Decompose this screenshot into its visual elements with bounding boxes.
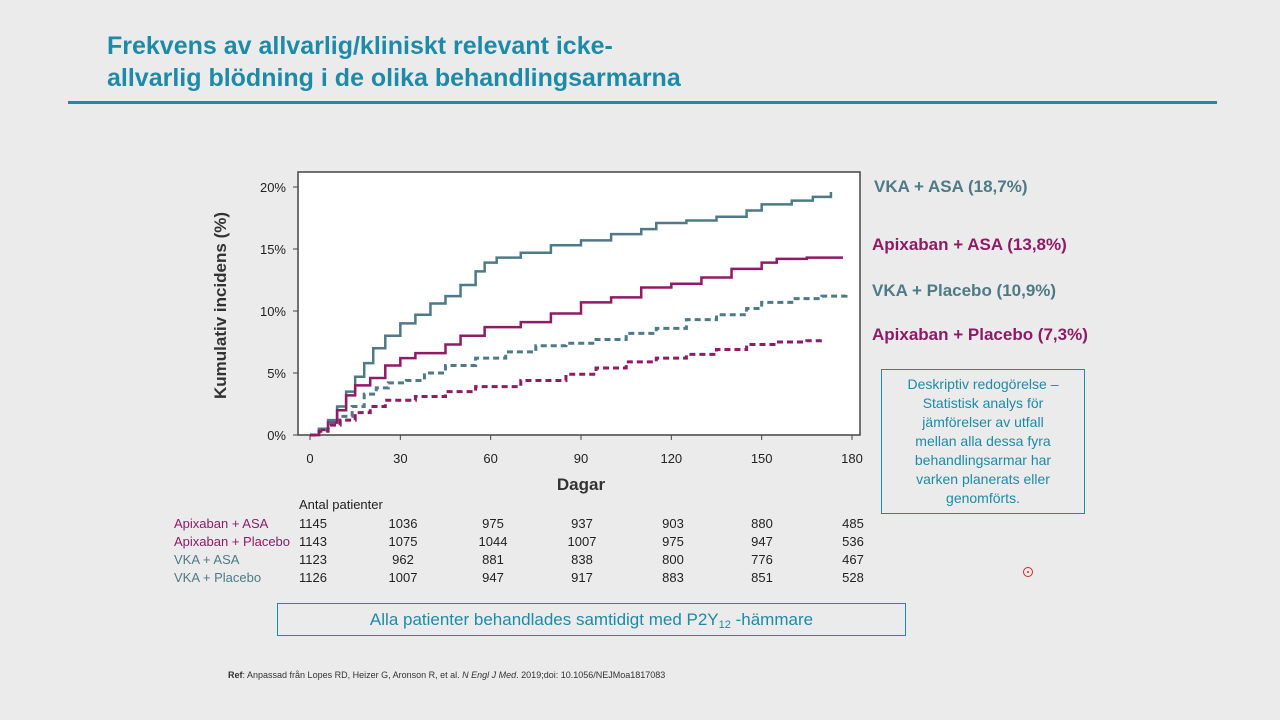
risk-cell: 1075 bbox=[388, 534, 418, 549]
reference-rest: . 2019;doi: 10.1056/NEJMoa1817083 bbox=[516, 670, 666, 680]
risk-row-label: VKA + Placebo bbox=[174, 570, 262, 585]
x-tick-label: 0 bbox=[306, 451, 313, 466]
note-line: behandlingsarmar har bbox=[914, 452, 1052, 468]
risk-cell: 485 bbox=[842, 516, 864, 531]
series-line bbox=[310, 256, 843, 437]
legend-entry: Apixaban + Placebo (7,3%) bbox=[872, 325, 1088, 344]
legend-entry: Apixaban + ASA (13,8%) bbox=[872, 235, 1067, 254]
legend-entry: VKA + Placebo (10,9%) bbox=[872, 281, 1057, 300]
risk-cell: 880 bbox=[751, 516, 773, 531]
x-tick-label: 120 bbox=[660, 451, 682, 466]
risk-row-label: Apixaban + ASA bbox=[174, 516, 269, 531]
risk-cell: 1123 bbox=[299, 552, 327, 567]
risk-cell: 1007 bbox=[388, 570, 418, 585]
p2y12-subscript: 12 bbox=[718, 619, 731, 631]
note-line: varken planerats eller bbox=[916, 471, 1050, 487]
note-line: jämförelser av utfall bbox=[922, 414, 1044, 430]
risk-cell: 903 bbox=[662, 516, 684, 531]
risk-cell: 881 bbox=[482, 552, 504, 567]
x-tick-label: 60 bbox=[483, 451, 497, 466]
series-line bbox=[310, 293, 848, 437]
risk-cell: 883 bbox=[662, 570, 684, 585]
pointer-cursor-icon bbox=[1023, 567, 1033, 577]
risk-cell: 947 bbox=[482, 570, 504, 585]
x-tick-label: 150 bbox=[751, 451, 773, 466]
x-axis-label: Dagar bbox=[557, 475, 606, 494]
risk-cell: 962 bbox=[392, 552, 414, 567]
risk-cell: 1044 bbox=[478, 534, 508, 549]
reference-journal: N Engl J Med bbox=[462, 670, 517, 680]
plot-area bbox=[297, 171, 861, 436]
reference-label: Ref bbox=[228, 670, 243, 680]
x-tick-label: 180 bbox=[841, 451, 863, 466]
slide-title-line-2: allvarlig blödning i de olika behandling… bbox=[107, 64, 681, 92]
x-tick-label: 90 bbox=[574, 451, 588, 466]
p2y12-note-text: Alla patienter behandlades samtidigt med… bbox=[369, 610, 719, 629]
slide-title-line-1: Frekvens av allvarlig/kliniskt relevant … bbox=[107, 32, 613, 60]
y-tick-label: 15% bbox=[260, 242, 286, 257]
reference-footnote: Ref: Anpassad från Lopes RD, Heizer G, A… bbox=[228, 670, 665, 680]
y-tick-label: 5% bbox=[267, 366, 286, 381]
note-line: Statistisk analys för bbox=[922, 395, 1044, 411]
x-tick-label: 30 bbox=[393, 451, 407, 466]
risk-cell: 975 bbox=[482, 516, 504, 531]
y-axis-label: Kumulativ incidens (%) bbox=[211, 212, 230, 399]
title-divider bbox=[68, 101, 1217, 104]
risk-cell: 776 bbox=[751, 552, 773, 567]
y-tick-label: 10% bbox=[260, 304, 286, 319]
risk-cell: 467 bbox=[842, 552, 864, 567]
risk-row-label: VKA + ASA bbox=[174, 552, 240, 567]
risk-cell: 536 bbox=[842, 534, 864, 549]
legend-entry: VKA + ASA (18,7%) bbox=[874, 177, 1028, 196]
risk-cell: 917 bbox=[571, 570, 593, 585]
y-tick-label: 20% bbox=[260, 180, 286, 195]
p2y12-note-suffix: -hämmare bbox=[730, 610, 814, 629]
risk-cell: 838 bbox=[571, 552, 593, 567]
y-tick-label: 0% bbox=[267, 428, 286, 443]
note-line: mellan alla dessa fyra bbox=[915, 433, 1051, 449]
note-line: genomförts. bbox=[946, 490, 1020, 506]
p2y12-note-box: Alla patienter behandlades samtidigt med… bbox=[277, 603, 906, 636]
risk-cell: 1143 bbox=[299, 534, 327, 549]
risk-cell: 1036 bbox=[388, 516, 418, 531]
risk-cell: 800 bbox=[662, 552, 684, 567]
note-line: Deskriptiv redogörelse – bbox=[907, 376, 1059, 392]
risk-cell: 947 bbox=[751, 534, 773, 549]
risk-cell: 528 bbox=[842, 570, 864, 585]
risk-cell: 1145 bbox=[299, 516, 327, 531]
risk-row-label: Apixaban + Placebo bbox=[174, 534, 291, 549]
risk-cell: 975 bbox=[662, 534, 684, 549]
slide-title: Frekvens av allvarlig/kliniskt relevant … bbox=[107, 30, 867, 94]
risk-table-title: Antal patienter bbox=[299, 497, 383, 512]
risk-cell: 1007 bbox=[567, 534, 597, 549]
series-line bbox=[310, 339, 824, 437]
risk-cell: 1126 bbox=[299, 570, 327, 585]
reference-text: : Anpassad från Lopes RD, Heizer G, Aron… bbox=[242, 670, 463, 680]
descriptive-note-box: Deskriptiv redogörelse – Statistisk anal… bbox=[881, 369, 1085, 514]
series-line bbox=[310, 191, 833, 437]
risk-cell: 937 bbox=[571, 516, 593, 531]
risk-cell: 851 bbox=[751, 570, 773, 585]
